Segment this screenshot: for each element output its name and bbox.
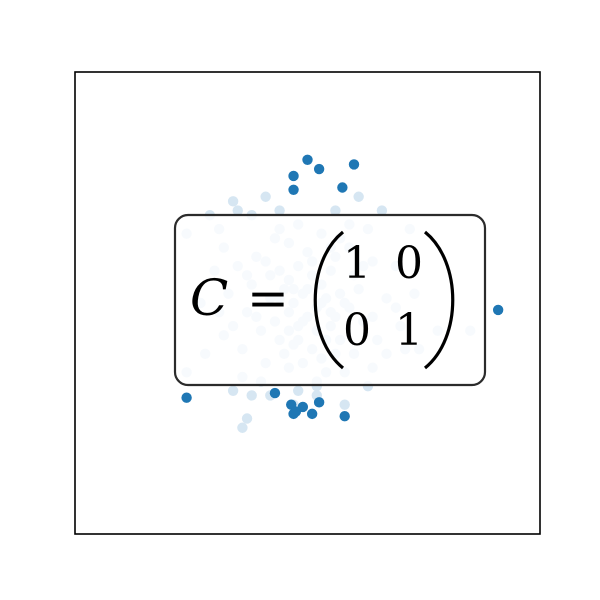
- scatter-point-outside: [348, 159, 360, 170]
- scatter-point-inside: [260, 191, 271, 202]
- scatter-point-inside: [293, 385, 304, 396]
- scatter-point-outside: [313, 397, 325, 408]
- matrix-cell-1-2: 0: [395, 238, 423, 289]
- scatter-point-inside: [241, 413, 253, 424]
- annotation-equals: =: [247, 269, 289, 327]
- left-paren: [313, 230, 345, 370]
- scatter-point-inside: [339, 399, 350, 410]
- scatter-point-outside: [288, 184, 299, 196]
- scatter-point-inside: [246, 390, 257, 401]
- scatter-point-outside: [339, 410, 350, 422]
- scatter-point-outside: [337, 182, 348, 193]
- scatter-point-outside: [492, 304, 504, 316]
- scatter-point-inside: [227, 196, 239, 207]
- scatter-point-inside: [376, 205, 388, 216]
- scatter-point-outside: [288, 170, 299, 182]
- scatter-point-inside: [227, 385, 239, 396]
- scatter-point-outside: [269, 387, 281, 399]
- annotation-lhs: C: [190, 269, 228, 327]
- scatter-point-outside: [306, 408, 318, 420]
- scatter-point-inside: [237, 422, 248, 433]
- matrix-cell-2-2: 1: [395, 305, 423, 356]
- scatter-point-outside: [313, 163, 325, 175]
- axes-frame: [74, 71, 541, 535]
- matrix-cell-1-1: 1: [343, 238, 371, 289]
- scatter-point-outside: [181, 392, 192, 403]
- scatter-point-outside: [302, 154, 313, 165]
- right-paren: [423, 230, 455, 370]
- scatter-point-inside: [353, 191, 364, 202]
- matrix-cell-2-1: 0: [343, 305, 371, 356]
- series-outside: [181, 154, 504, 422]
- scatter-point-inside: [232, 205, 243, 216]
- scatter-point-outside: [288, 408, 299, 420]
- matrix-annotation: C = 1 0 0 1: [173, 213, 487, 387]
- scatter-point-inside: [274, 205, 285, 216]
- annotation-box: [173, 213, 487, 387]
- scatter-point-inside: [330, 205, 341, 216]
